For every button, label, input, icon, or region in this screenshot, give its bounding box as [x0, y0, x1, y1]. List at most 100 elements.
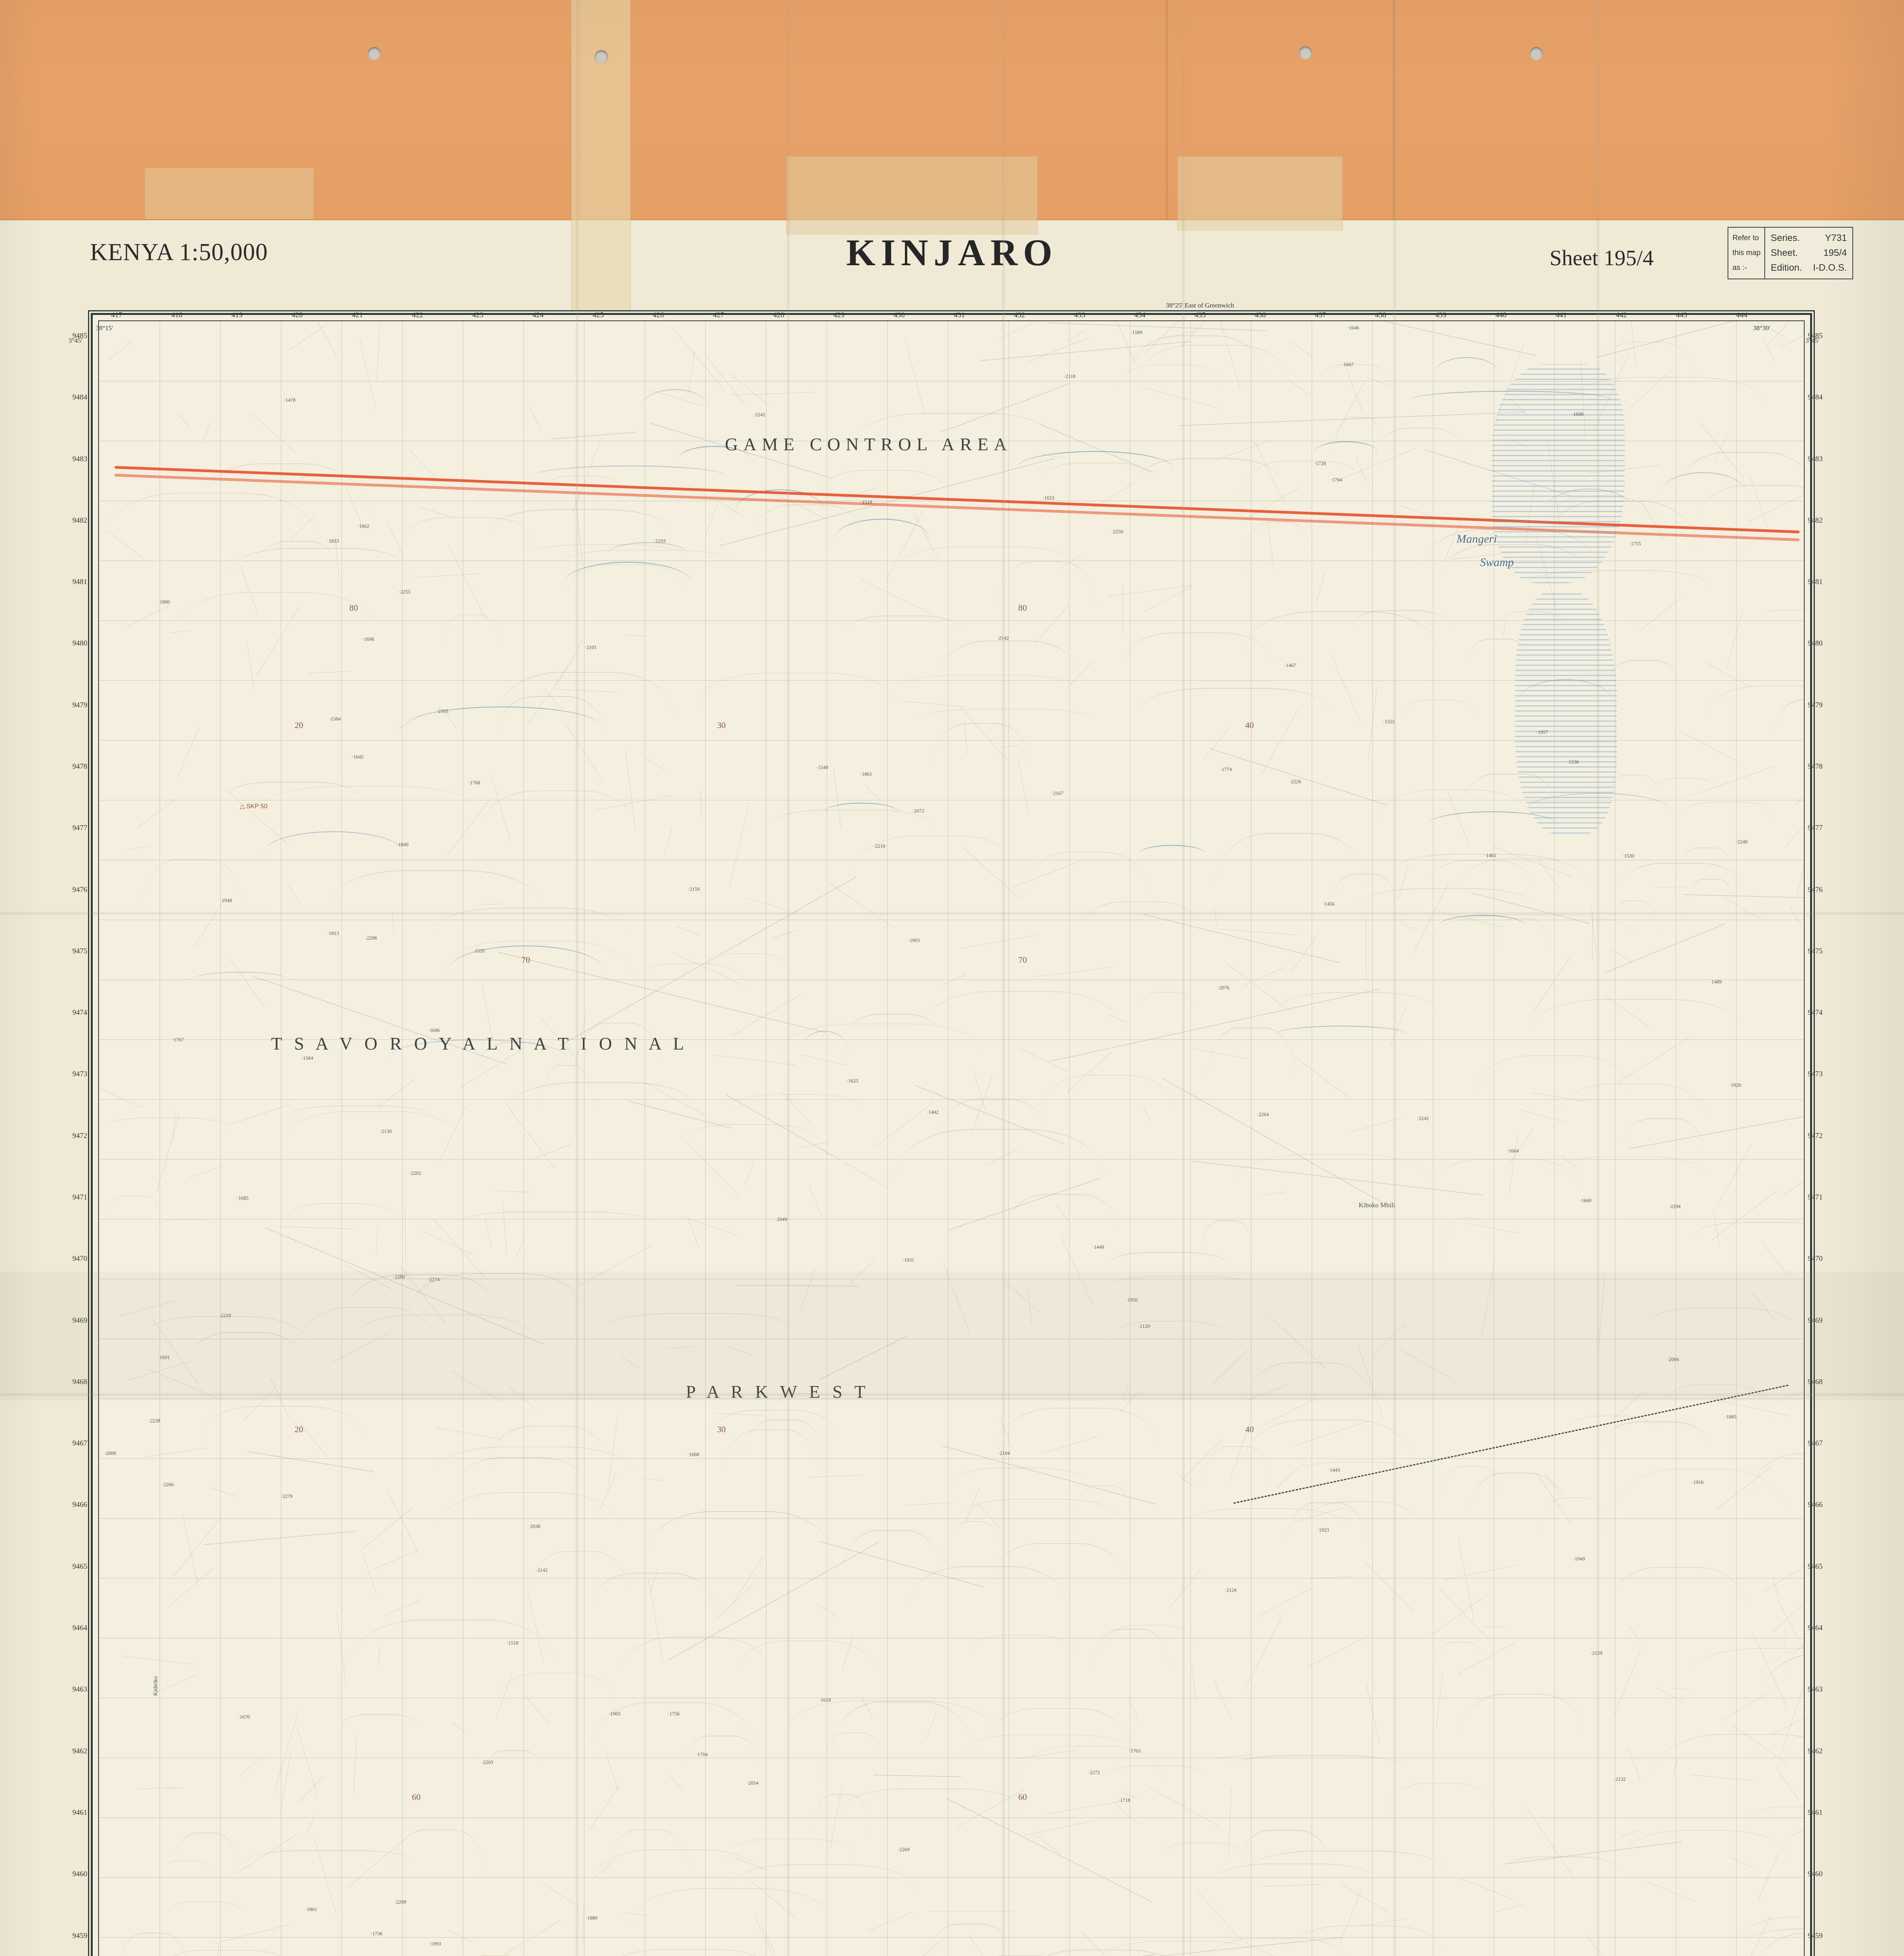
- easting-top-422: 422: [412, 311, 423, 319]
- northing-right-9477: 9477: [1808, 824, 1823, 832]
- northing-right-9474: 9474: [1808, 1009, 1823, 1017]
- easting-top-420: 420: [291, 311, 303, 319]
- refbox-prefix-2: as :-: [1732, 264, 1747, 272]
- contour-value-0: 80: [349, 603, 358, 613]
- refbox-key-1: Sheet.: [1771, 248, 1798, 258]
- northing-right-9464: 9464: [1808, 1624, 1823, 1632]
- northing-right-9469: 9469: [1808, 1316, 1823, 1325]
- trig-station-skp50: △ SKP 50: [240, 803, 268, 810]
- refbox-key-0: Series.: [1771, 233, 1800, 243]
- easting-top-419: 419: [231, 311, 243, 319]
- refbox-key-2: Edition.: [1771, 262, 1802, 273]
- label-mangeri: Mangeri: [1456, 532, 1497, 545]
- easting-top-432: 432: [1014, 311, 1025, 319]
- corner-ne-lat: 3°45': [1805, 337, 1819, 344]
- sheet-reference-box: Refer to this map as :- Series. Sheet. E…: [1728, 227, 1853, 279]
- label-kiboko-mbili: Kiboko Mbili: [1359, 1201, 1395, 1209]
- northing-right-9459: 9459: [1808, 1931, 1823, 1940]
- corner-ne-lon: 38°30': [1753, 324, 1770, 332]
- easting-top-418: 418: [171, 311, 183, 319]
- tape-strip-3: [1178, 156, 1343, 231]
- contour-value-7: 20: [295, 1424, 303, 1434]
- northing-left-9485: 9485: [72, 332, 87, 340]
- tape-strip-4: [145, 168, 314, 219]
- northing-right-9480: 9480: [1808, 639, 1823, 648]
- northing-right-9468: 9468: [1808, 1377, 1823, 1386]
- northing-left-9483: 9483: [72, 455, 87, 463]
- contour-value-3: 30: [717, 720, 726, 730]
- northing-left-9473: 9473: [72, 1070, 87, 1079]
- easting-top-439: 439: [1435, 311, 1447, 319]
- sheet-number-label: Sheet 195/4: [1550, 246, 1654, 270]
- northing-right-9483: 9483: [1808, 455, 1823, 463]
- map-title: KINJARO: [846, 232, 1058, 273]
- contour-value-4: 40: [1245, 720, 1254, 730]
- contour-value-1: 80: [1018, 603, 1027, 613]
- northing-left-9462: 9462: [72, 1747, 87, 1755]
- contour-value-9: 40: [1245, 1424, 1254, 1434]
- easting-top-436: 436: [1255, 311, 1266, 319]
- punch-hole-1: [368, 47, 381, 60]
- easting-top-443: 443: [1676, 311, 1687, 319]
- easting-top-425: 425: [592, 311, 604, 319]
- map-frame[interactable]: GAME CONTROL AREA T S A V O R O Y A L N A…: [68, 302, 1823, 1956]
- easting-top-435: 435: [1194, 311, 1206, 319]
- easting-top-421: 421: [352, 311, 363, 319]
- northing-left-9469: 9469: [72, 1316, 87, 1325]
- northing-left-9461: 9461: [72, 1808, 87, 1817]
- northing-right-9478: 9478: [1808, 762, 1823, 771]
- easting-top-437: 437: [1315, 311, 1326, 319]
- easting-top-438: 438: [1375, 311, 1386, 319]
- contour-value-6: 70: [1018, 955, 1027, 965]
- easting-top-423: 423: [472, 311, 484, 319]
- corner-nw-lon: 38°15': [96, 324, 113, 332]
- northing-right-9466: 9466: [1808, 1501, 1823, 1509]
- contour-value-10: 60: [412, 1792, 421, 1802]
- punch-hole-4: [1530, 47, 1543, 60]
- northing-left-9476: 9476: [72, 885, 87, 894]
- contour-value-5: 70: [521, 955, 530, 965]
- northing-left-9480: 9480: [72, 639, 87, 648]
- northing-left-9474: 9474: [72, 1009, 87, 1017]
- northing-right-9476: 9476: [1808, 885, 1823, 894]
- easting-top-424: 424: [532, 311, 544, 319]
- easting-top-428: 428: [773, 311, 784, 319]
- map-canvas[interactable]: GAME CONTROL AREA T S A V O R O Y A L N A…: [99, 321, 1804, 1956]
- northing-left-9463: 9463: [72, 1685, 87, 1694]
- easting-top-431: 431: [953, 311, 965, 319]
- area-label-2: P A R K W E S T: [686, 1382, 870, 1402]
- northing-left-9467: 9467: [72, 1439, 87, 1448]
- northing-left-9482: 9482: [72, 516, 87, 525]
- northing-right-9472: 9472: [1808, 1131, 1823, 1140]
- northing-left-9472: 9472: [72, 1131, 87, 1140]
- northing-right-9470: 9470: [1808, 1255, 1823, 1263]
- easting-top-441: 441: [1555, 311, 1567, 319]
- northing-right-9473: 9473: [1808, 1070, 1823, 1079]
- northing-left-9478: 9478: [72, 762, 87, 771]
- northing-left-9464: 9464: [72, 1624, 87, 1632]
- northing-right-9467: 9467: [1808, 1439, 1823, 1448]
- northing-right-9471: 9471: [1808, 1193, 1823, 1202]
- easting-top-426: 426: [653, 311, 664, 319]
- refbox-value-1: 195/4: [1823, 248, 1847, 258]
- mangeri-swamp-fill: [1492, 364, 1625, 583]
- northing-left-9475: 9475: [72, 947, 87, 955]
- northing-right-9460: 9460: [1808, 1870, 1823, 1879]
- easting-top-417: 417: [111, 311, 122, 319]
- northing-right-9482: 9482: [1808, 516, 1823, 525]
- northing-right-9462: 9462: [1808, 1747, 1823, 1755]
- northing-left-9459: 9459: [72, 1931, 87, 1940]
- area-label-0: GAME CONTROL AREA: [725, 434, 1012, 454]
- northing-left-9470: 9470: [72, 1255, 87, 1263]
- contour-value-11: 60: [1018, 1792, 1027, 1802]
- northing-left-9484: 9484: [72, 393, 87, 402]
- corner-nw-lat: 3°45': [68, 337, 83, 344]
- northing-left-9468: 9468: [72, 1377, 87, 1386]
- refbox-value-0: Y731: [1825, 233, 1847, 243]
- northing-right-9475: 9475: [1808, 947, 1823, 955]
- easting-top-442: 442: [1616, 311, 1627, 319]
- refbox-prefix-0: Refer to: [1732, 234, 1759, 242]
- northing-right-9485: 9485: [1808, 332, 1823, 340]
- northing-left-9466: 9466: [72, 1501, 87, 1509]
